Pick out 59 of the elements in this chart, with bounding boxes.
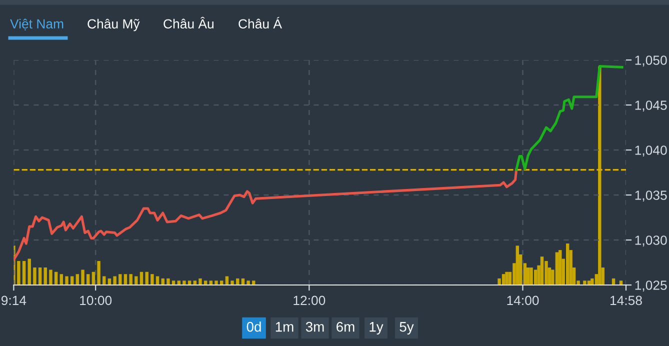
text: 5y (400, 322, 414, 334)
x-tick-label: 10:00 (80, 296, 112, 306)
text: 3m (306, 322, 324, 332)
bar (124, 274, 128, 285)
bar (182, 280, 186, 285)
y-tick-label: 1,025 (635, 280, 667, 292)
bar (76, 274, 80, 285)
bar (81, 270, 84, 285)
bar (118, 274, 122, 285)
bar (230, 280, 234, 285)
bar (150, 274, 154, 285)
x-tick-label: 9:14 (1, 296, 26, 306)
text: Châu Âu (164, 16, 214, 29)
text: 1m (276, 322, 294, 332)
y-tick-label: 1,045 (635, 100, 667, 112)
text: 0d (246, 322, 261, 332)
bar (28, 258, 31, 285)
x-tick-label: 14:00 (507, 296, 539, 306)
bar (214, 280, 218, 285)
bar (60, 274, 64, 285)
bar (65, 276, 68, 285)
bar (498, 278, 501, 285)
y-tick-label: 1,030 (635, 236, 667, 246)
bar (49, 270, 52, 285)
bar (134, 276, 138, 285)
bar (198, 278, 202, 285)
x-tick-label: 14:58 (610, 296, 642, 306)
bar (22, 260, 26, 285)
bar (86, 274, 90, 285)
text: Châu Á (238, 16, 282, 29)
text: Châu Mỹ (88, 18, 140, 32)
y-tick-label: 1,040 (635, 146, 667, 156)
bar (558, 250, 562, 285)
bar (97, 260, 100, 285)
bar (145, 272, 148, 285)
bar (540, 256, 544, 285)
text: 6m (336, 322, 354, 332)
line-series (515, 65, 624, 172)
bar (44, 268, 47, 285)
bar (583, 280, 586, 285)
bar (534, 270, 538, 285)
y-tick-label: 1,050 (635, 56, 667, 66)
text: 1y (370, 322, 384, 334)
bar (505, 272, 508, 285)
text: Việt Nam (10, 18, 64, 30)
bar (502, 274, 506, 285)
bar (516, 246, 520, 285)
y-tick-label: 1,035 (635, 190, 667, 202)
bar (33, 268, 36, 285)
x-tick-label: 12:00 (294, 296, 326, 306)
bar (129, 274, 132, 285)
bar (113, 276, 116, 285)
bar (166, 278, 170, 285)
bar (544, 260, 548, 285)
bar (246, 280, 250, 285)
bar (38, 268, 42, 285)
bar (530, 268, 533, 285)
bar (555, 252, 559, 285)
bar (590, 278, 594, 285)
